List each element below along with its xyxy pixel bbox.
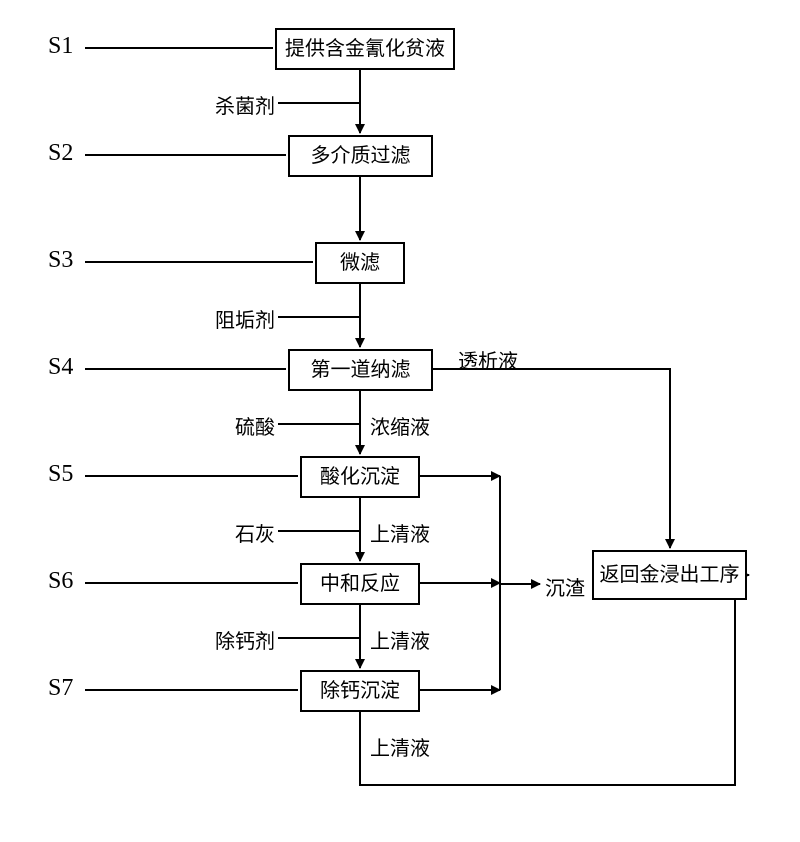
process-b1: 提供含金氰化贫液 xyxy=(275,28,455,70)
flowlabel-sediment: 沉渣 xyxy=(545,572,585,601)
step-label-s1: S1 xyxy=(48,33,73,60)
step-label-s5: S5 xyxy=(48,461,73,488)
step-label-s6: S6 xyxy=(48,568,73,595)
reagent-s2: 杀菌剂 xyxy=(215,90,275,119)
flowlabel-super-2: 上清液 xyxy=(370,625,430,654)
step-label-s2: S2 xyxy=(48,140,73,167)
reagent-s6: 石灰 xyxy=(235,518,275,547)
flowlabel-super-1: 上清液 xyxy=(370,518,430,547)
step-label-s4: S4 xyxy=(48,354,73,381)
step-label-s3: S3 xyxy=(48,247,73,274)
step-label-s7: S7 xyxy=(48,675,73,702)
process-b4: 第一道纳滤 xyxy=(288,349,433,391)
flowlabel-permeate: 透析液 xyxy=(458,345,518,374)
process-b7: 除钙沉淀 xyxy=(300,670,420,712)
process-b6: 中和反应 xyxy=(300,563,420,605)
reagent-s4: 阻垢剂 xyxy=(215,304,275,333)
reagent-s7: 除钙剂 xyxy=(215,625,275,654)
process-return: 返回金浸出工序 xyxy=(592,550,747,600)
flowlabel-concentrate: 浓缩液 xyxy=(370,411,430,440)
process-b3: 微滤 xyxy=(315,242,405,284)
reagent-s5: 硫酸 xyxy=(235,411,275,440)
flowlabel-super-3: 上清液 xyxy=(370,732,430,761)
process-b2: 多介质过滤 xyxy=(288,135,433,177)
process-b5: 酸化沉淀 xyxy=(300,456,420,498)
flowchart-canvas: S1 S2 S3 S4 S5 S6 S7 提供含金氰化贫液 多介质过滤 微滤 第… xyxy=(0,0,800,842)
